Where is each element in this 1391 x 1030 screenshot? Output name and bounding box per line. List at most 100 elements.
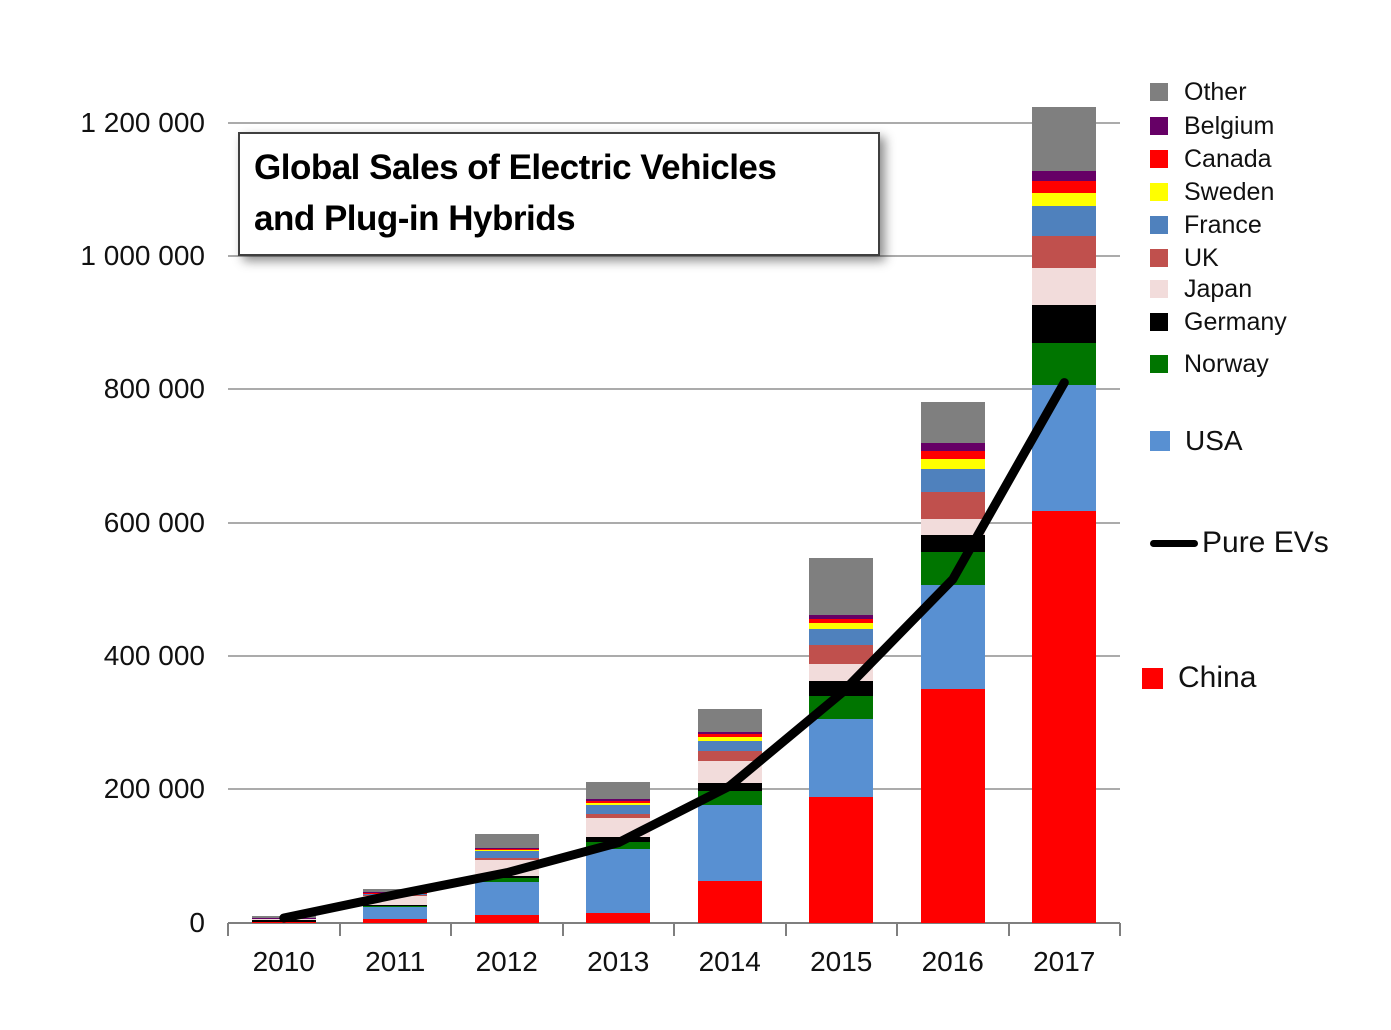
- bar-segment-uk-2012: [474, 857, 539, 861]
- legend-label: UK: [1184, 243, 1219, 272]
- bar-segment-france-2012: [474, 851, 539, 858]
- bar-segment-belgium-2016: [920, 443, 985, 452]
- bar-segment-france-2017: [1032, 205, 1097, 236]
- x-axis-tick: [1007, 922, 1010, 936]
- legend-color-swatch: [1150, 183, 1168, 201]
- bar-segment-usa-2014: [697, 804, 762, 882]
- legend-item-sweden: Sweden: [1150, 174, 1274, 210]
- bar-segment-japan-2017: [1032, 267, 1097, 305]
- legend-color-swatch: [1150, 249, 1168, 267]
- bar-segment-uk-2014: [697, 750, 762, 762]
- legend-color-swatch: [1150, 280, 1168, 298]
- bar-segment-belgium-2014: [697, 732, 762, 734]
- bar-segment-other-2017: [1032, 107, 1097, 172]
- legend-label: France: [1184, 210, 1262, 239]
- bar-segment-japan-2014: [697, 761, 762, 783]
- bar-segment-norway-2012: [474, 878, 539, 882]
- legend-label: Sweden: [1184, 177, 1275, 206]
- bar-segment-china-2014: [697, 881, 762, 923]
- bar-segment-japan-2012: [474, 860, 539, 877]
- bar-segment-japan-2011: [363, 896, 428, 905]
- legend-item-france: France: [1150, 207, 1262, 243]
- bar-segment-japan-2013: [586, 818, 651, 837]
- x-axis-tick: [561, 922, 564, 936]
- bar-segment-belgium-2012: [474, 847, 539, 849]
- x-tick-label: 2015: [810, 946, 873, 977]
- bar-segment-canada-2016: [920, 451, 985, 460]
- legend-label: Other: [1184, 77, 1247, 106]
- bar-segment-usa-2013: [586, 848, 651, 913]
- legend-item-norway: Norway: [1150, 346, 1269, 382]
- bar-segment-germany-2016: [920, 535, 985, 552]
- legend-item-canada: Canada: [1150, 141, 1272, 177]
- bar-segment-china-2013: [586, 912, 651, 923]
- legend-label: Pure EVs: [1202, 526, 1329, 559]
- bar-segment-other-2010: [251, 915, 316, 918]
- legend-color-swatch: [1150, 355, 1168, 373]
- legend-item-belgium: Belgium: [1150, 108, 1274, 144]
- legend-color-swatch: [1150, 313, 1168, 331]
- gridline: [228, 788, 1120, 791]
- bar-segment-china-2012: [474, 915, 539, 923]
- y-tick-label: 0: [189, 906, 205, 938]
- legend-item-usa: USA: [1150, 423, 1243, 459]
- bar-segment-uk-2011: [363, 895, 428, 897]
- bar-segment-china-2015: [809, 796, 874, 923]
- bar-segment-usa-2012: [474, 881, 539, 916]
- y-tick-label: 200 000: [103, 773, 205, 805]
- bar-segment-norway-2011: [363, 906, 428, 908]
- bar-segment-germany-2017: [1032, 304, 1097, 344]
- legend-line-swatch: [1150, 539, 1198, 547]
- bar-segment-france-2015: [809, 629, 874, 646]
- legend-label: China: [1178, 661, 1257, 694]
- legend-color-swatch: [1150, 150, 1168, 168]
- x-axis-tick: [1119, 922, 1121, 936]
- gridline: [228, 121, 1120, 124]
- bar-segment-other-2012: [474, 833, 539, 848]
- legend-label: USA: [1185, 425, 1243, 456]
- x-axis-tick: [450, 922, 452, 936]
- bar-segment-norway-2014: [697, 791, 762, 805]
- bar-segment-germany-2012: [474, 876, 539, 879]
- x-tick-label: 2017: [1033, 946, 1096, 977]
- bar-segment-france-2014: [697, 740, 762, 751]
- bar-segment-norway-2017: [1032, 343, 1097, 385]
- bar-segment-other-2016: [920, 401, 985, 444]
- x-tick-label: 2011: [365, 946, 426, 977]
- x-tick-label: 2016: [921, 946, 984, 977]
- legend-item-china: China: [1142, 660, 1256, 696]
- bar-segment-uk-2016: [920, 491, 985, 520]
- gridline: [228, 388, 1120, 391]
- bar-segment-sweden-2013: [586, 803, 651, 805]
- bar-segment-usa-2015: [809, 718, 874, 797]
- bar-segment-sweden-2014: [697, 737, 762, 741]
- bar-segment-sweden-2017: [1032, 192, 1097, 206]
- bar-segment-usa-2011: [363, 907, 428, 920]
- gridline: [228, 655, 1120, 657]
- bar-segment-uk-2013: [586, 814, 651, 819]
- bar-segment-china-2011: [363, 919, 428, 923]
- legend-item-pure-evs: Pure EVs: [1150, 525, 1329, 561]
- bar-segment-canada-2017: [1032, 180, 1097, 193]
- bar-segment-other-2013: [586, 782, 651, 800]
- bar-segment-belgium-2010: [251, 917, 316, 919]
- legend-label: Canada: [1184, 144, 1272, 173]
- chart-title-line1: Global Sales of Electric Vehicles: [254, 148, 777, 187]
- legend-item-japan: Japan: [1150, 271, 1252, 307]
- x-tick-label: 2013: [587, 946, 650, 977]
- bar-segment-other-2011: [363, 888, 428, 893]
- x-axis-tick: [896, 922, 898, 936]
- bar-segment-canada-2012: [474, 848, 539, 851]
- legend-label: Norway: [1184, 349, 1269, 378]
- bar-segment-other-2014: [697, 709, 762, 732]
- bar-segment-germany-2014: [697, 782, 762, 792]
- legend-item-other: Other: [1150, 74, 1247, 110]
- bar-segment-uk-2017: [1032, 235, 1097, 268]
- bar-segment-germany-2011: [363, 904, 428, 907]
- bar-segment-belgium-2011: [363, 892, 428, 894]
- bar-segment-belgium-2017: [1032, 171, 1097, 181]
- x-tick-label: 2012: [475, 946, 538, 977]
- legend-color-swatch: [1150, 117, 1168, 135]
- x-tick-label: 2010: [252, 946, 315, 977]
